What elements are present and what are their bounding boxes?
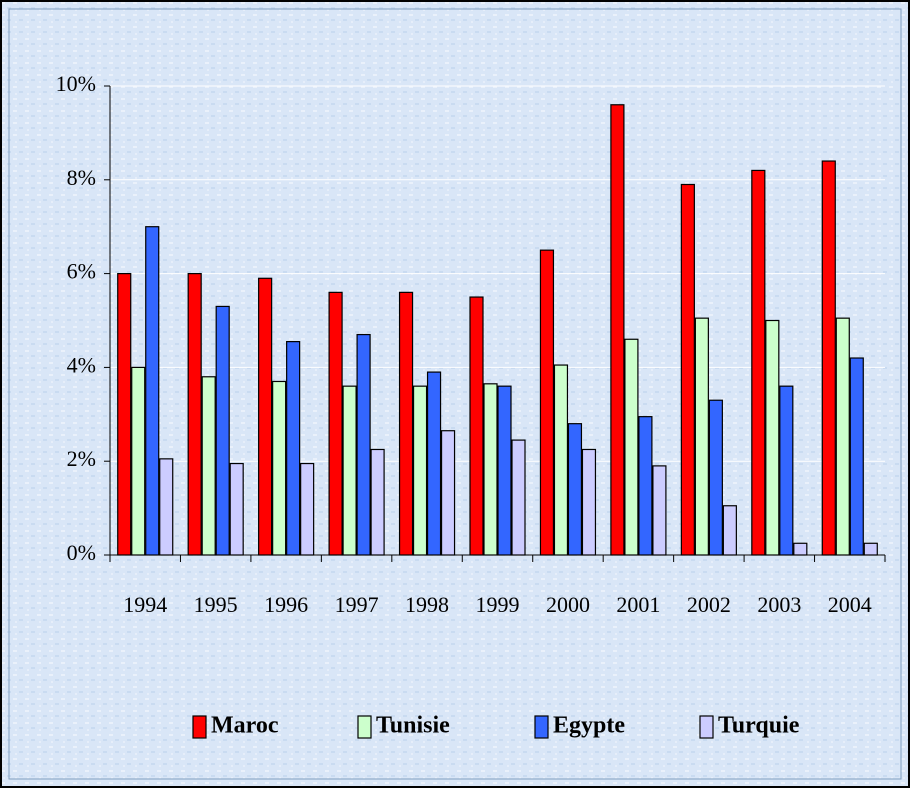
bar bbox=[849, 357, 864, 556]
bar bbox=[624, 338, 639, 556]
bar bbox=[469, 296, 484, 556]
x-tick-label: 2004 bbox=[828, 592, 872, 617]
bar bbox=[567, 423, 583, 556]
legend-label: Turquie bbox=[718, 713, 800, 739]
bar bbox=[145, 226, 160, 556]
bar bbox=[356, 333, 371, 556]
legend-swatch bbox=[534, 715, 549, 739]
bar bbox=[229, 462, 244, 556]
legend-swatch bbox=[699, 715, 714, 739]
frame bbox=[8, 8, 902, 780]
x-tick-label: 1994 bbox=[123, 592, 167, 617]
bar bbox=[779, 385, 794, 556]
legend-swatch bbox=[192, 715, 207, 739]
bar bbox=[286, 341, 301, 556]
bar bbox=[497, 385, 512, 556]
bar bbox=[793, 542, 808, 556]
bar bbox=[694, 317, 709, 556]
x-tick-label: 2002 bbox=[687, 592, 731, 617]
bar bbox=[539, 249, 555, 556]
x-tick-label: 1999 bbox=[476, 592, 520, 617]
bar bbox=[342, 385, 357, 556]
bar bbox=[863, 542, 878, 556]
legend-label: Maroc bbox=[211, 713, 279, 739]
bar bbox=[511, 439, 526, 556]
bar bbox=[159, 458, 174, 556]
y-tick-label: 4% bbox=[67, 352, 96, 377]
bar bbox=[553, 364, 569, 556]
bar bbox=[751, 169, 766, 556]
x-tick-label: 2003 bbox=[757, 592, 801, 617]
bar bbox=[483, 383, 498, 556]
bar bbox=[610, 104, 625, 556]
y-tick-label: 2% bbox=[67, 446, 96, 471]
bar bbox=[272, 380, 287, 556]
bar bbox=[680, 183, 695, 556]
y-tick-label: 0% bbox=[67, 540, 96, 565]
bar bbox=[440, 430, 456, 556]
bar bbox=[722, 505, 737, 556]
y-tick-label: 8% bbox=[67, 165, 96, 190]
bar bbox=[765, 319, 780, 556]
bar bbox=[581, 448, 597, 556]
bar bbox=[370, 448, 385, 556]
y-tick-label: 10% bbox=[56, 71, 96, 96]
legend-label: Egypte bbox=[553, 713, 625, 739]
bar bbox=[117, 273, 132, 556]
bar bbox=[258, 277, 273, 556]
y-tick-label: 6% bbox=[67, 259, 96, 284]
bar bbox=[835, 317, 850, 556]
bar bbox=[215, 305, 230, 556]
x-tick-label: 1997 bbox=[335, 592, 379, 617]
legend-swatch bbox=[357, 715, 372, 739]
bar bbox=[398, 291, 414, 556]
x-tick-label: 2001 bbox=[616, 592, 660, 617]
legend-label: Tunisie bbox=[376, 713, 450, 739]
bar bbox=[201, 376, 216, 556]
bar bbox=[708, 399, 723, 556]
bar bbox=[412, 385, 428, 556]
bar bbox=[300, 462, 315, 556]
bar bbox=[187, 273, 202, 556]
x-tick-label: 1995 bbox=[194, 592, 238, 617]
bar bbox=[426, 371, 442, 556]
x-tick-label: 1996 bbox=[264, 592, 308, 617]
bar bbox=[821, 160, 836, 556]
bar bbox=[638, 416, 653, 556]
bar bbox=[328, 291, 343, 556]
bar bbox=[652, 465, 667, 556]
bar bbox=[131, 366, 146, 556]
x-tick-label: 1998 bbox=[405, 592, 449, 617]
x-tick-label: 2000 bbox=[546, 592, 590, 617]
